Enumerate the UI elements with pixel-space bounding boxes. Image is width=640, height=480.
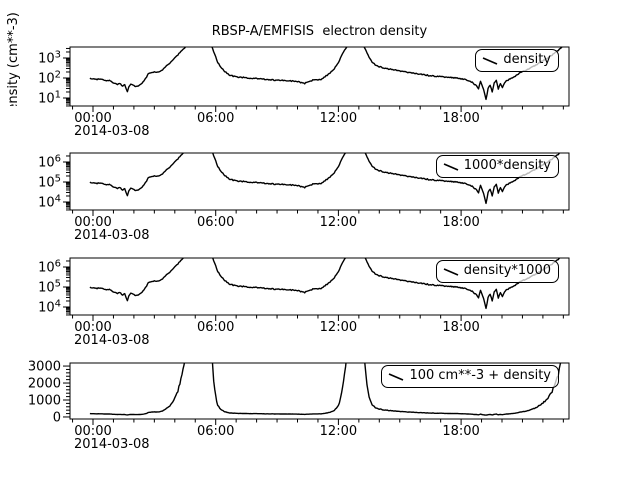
x-axis-date-label: 2014-03-08 (74, 124, 150, 139)
x-tick-label: 12:00 (320, 215, 357, 230)
legend-density-x1000: density*1000 (435, 260, 559, 284)
x-tick-label: 18:00 (442, 320, 479, 335)
data-trace (89, 363, 562, 416)
x-tick-label: 12:00 (320, 424, 357, 439)
legend-line-icon (389, 372, 404, 381)
x-tick-label: 12:00 (320, 111, 357, 126)
data-trace (89, 47, 563, 101)
x-tick-label: 00:00 (74, 215, 111, 230)
panel-1: 00:00 06:00 12:00 18:00 2014-03-08 101 102 103 (38, 46, 570, 139)
chart-title: RBSP-A/EMFISIS electron density (211, 24, 428, 39)
data-trace (89, 153, 561, 205)
legend-label: 100 cm**-3 + density (409, 368, 551, 383)
y-tick-label: 103 (38, 50, 61, 67)
x-tick-label: 06:00 (197, 320, 234, 335)
y-tick-label: 104 (38, 194, 61, 211)
legend-density: density (475, 49, 559, 73)
y-tick-label: 102 (38, 70, 61, 87)
y-tick-label: 2000 (28, 377, 61, 392)
x-tick-label: 18:00 (442, 215, 479, 230)
x-axis-date-label: 2014-03-08 (74, 228, 150, 243)
y-tick-label: 106 (38, 259, 61, 276)
x-tick-label: 00:00 (74, 111, 111, 126)
x-tick-label: 12:00 (320, 320, 357, 335)
axes-frame (69, 46, 570, 107)
data-trace (89, 258, 561, 310)
legend-line-icon (443, 267, 459, 276)
x-tick-label: 06:00 (197, 215, 234, 230)
legend-line-icon (443, 162, 459, 171)
y-tick-label: 105 (38, 174, 61, 191)
x-axis-date-label: 2014-03-08 (74, 437, 150, 452)
x-tick-label: 18:00 (442, 424, 479, 439)
panel-3: 00:00 06:00 12:00 18:00 2014-03-08 104 105 106 (38, 257, 570, 348)
y-tick-label: 105 (38, 279, 61, 296)
y-tick-label: 1000 (28, 393, 61, 408)
legend-label: density*1000 (463, 263, 551, 278)
y-axis-label-area: density (cm**-3) (6, 12, 21, 106)
x-tick-label: 06:00 (197, 424, 234, 439)
axes-frame (69, 362, 570, 420)
x-axis-date-label: 2014-03-08 (74, 333, 150, 348)
x-tick-label: 00:00 (74, 424, 111, 439)
y-tick-label: 104 (38, 299, 61, 316)
x-tick-label: 06:00 (197, 111, 234, 126)
y-tick-label: 0 (53, 410, 61, 425)
x-tick-label: 00:00 (74, 320, 111, 335)
legend-label: 1000*density (463, 158, 551, 173)
legend-label: density (503, 52, 551, 67)
legend-line-icon (483, 56, 498, 65)
legend-1000x-density: 1000*density (435, 155, 559, 179)
y-tick-label: 3000 (28, 360, 61, 375)
y-axis-label: density (cm**-3) (6, 12, 21, 106)
y-tick-label: 106 (38, 154, 61, 171)
legend-100-plus-density: 100 cm**-3 + density (381, 365, 559, 389)
x-tick-label: 18:00 (442, 111, 479, 126)
y-tick-label: 101 (38, 90, 61, 107)
